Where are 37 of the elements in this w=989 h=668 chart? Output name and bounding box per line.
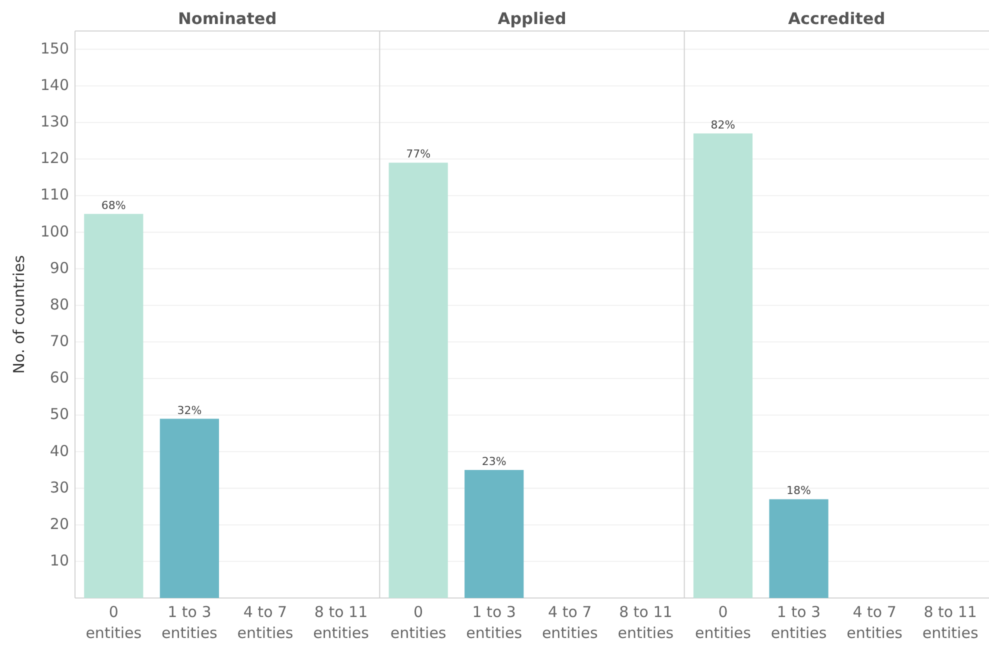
y-tick-label: 80 (50, 295, 69, 314)
y-tick-label: 70 (50, 332, 69, 350)
annotation: 68% (101, 198, 126, 212)
x-tick-label: 4 to 7 entities (846, 603, 903, 642)
x-tick-label: 8 to 11 entities (313, 603, 370, 642)
x-tick-label: 4 to 7 entities (542, 603, 598, 642)
y-tick-label: 130 (40, 112, 69, 131)
x-tick-label: 1 to 3 entities (770, 603, 827, 642)
y-tick-label: 110 (40, 186, 69, 204)
annotation: 77% (406, 148, 431, 161)
annotation: 32% (177, 404, 202, 417)
y-tick-label: 40 (50, 442, 69, 460)
x-tick-label: 0 entities (695, 603, 752, 642)
y-tick-label: 100 (40, 222, 69, 240)
chart-title: Accredited (788, 9, 886, 28)
chart-title: Applied (498, 9, 566, 28)
x-tick-label: 1 to 3 entities (466, 603, 522, 642)
y-tick-label: 90 (50, 258, 69, 277)
annotation: 82% (710, 118, 736, 132)
y-tick-label: 120 (40, 149, 69, 168)
x-tick-label: 1 to 3 entities (161, 603, 218, 642)
x-tick-label: 8 to 11 entities (922, 603, 978, 642)
y-tick-label: 60 (50, 368, 69, 387)
y-tick-label: 150 (40, 39, 69, 58)
y-tick-label: 20 (50, 514, 69, 533)
y-tick-label: 10 (50, 552, 69, 570)
x-tick-label: 0 entities (86, 603, 142, 642)
x-tick-label: 8 to 11 entities (618, 603, 674, 642)
annotation: 18% (786, 484, 811, 498)
y-tick-label: 140 (40, 76, 69, 94)
x-tick-label: 4 to 7 entities (237, 603, 294, 642)
annotation: 23% (482, 454, 506, 468)
x-tick-label: 0 entities (390, 603, 446, 642)
y-tick-label: 30 (50, 478, 69, 496)
y-tick-label: 50 (50, 405, 69, 424)
y-axis-title: No. of countries (10, 255, 28, 374)
chart-title: Nominated (178, 9, 277, 28)
